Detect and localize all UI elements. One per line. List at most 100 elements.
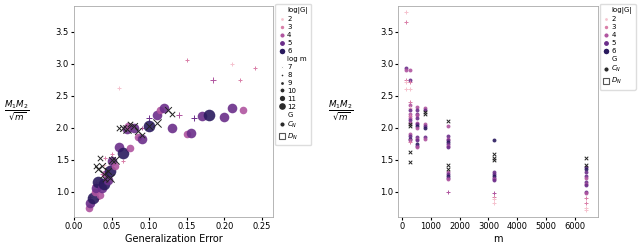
Point [166, 126, 177, 130]
Point [102, 169, 113, 173]
Point [401, 10, 411, 14]
Point [443, 176, 453, 180]
Point [412, 121, 422, 124]
Point [581, 182, 591, 186]
Point [443, 142, 453, 146]
Point [208, 78, 218, 82]
Point [404, 134, 415, 138]
Point [84, 202, 94, 206]
Point [118, 159, 128, 163]
Point [110, 158, 120, 162]
Point [90, 190, 100, 194]
Point [443, 174, 453, 178]
Point [404, 136, 415, 140]
Point [401, 78, 411, 82]
Point [196, 114, 207, 118]
Point [443, 124, 453, 128]
Point [85, 201, 95, 205]
Point [443, 136, 453, 140]
Point [97, 164, 108, 168]
Point [163, 108, 173, 112]
Point [443, 145, 453, 149]
Point [156, 110, 166, 114]
Point [489, 201, 499, 205]
Point [404, 159, 415, 163]
Point [404, 150, 415, 154]
Point [227, 62, 237, 66]
Point [95, 177, 106, 181]
Point [88, 196, 98, 200]
Point [166, 112, 177, 116]
Point [581, 165, 591, 169]
Point [489, 153, 499, 156]
Point [95, 193, 106, 197]
Point [581, 163, 591, 167]
Point [404, 123, 415, 126]
Point [581, 208, 591, 212]
Point [412, 142, 422, 146]
X-axis label: m: m [493, 234, 502, 244]
Point [152, 113, 162, 117]
Point [144, 124, 154, 128]
Point [489, 172, 499, 176]
Point [401, 68, 411, 72]
Point [581, 174, 591, 178]
Point [420, 110, 431, 114]
Point [118, 151, 128, 155]
Point [106, 158, 116, 162]
Point [186, 131, 196, 135]
Point [99, 182, 109, 186]
Point [144, 124, 154, 128]
Y-axis label: $\frac{M_1 M_2}{\sqrt{m}}$: $\frac{M_1 M_2}{\sqrt{m}}$ [328, 99, 354, 124]
Point [412, 123, 422, 126]
Point [100, 156, 111, 160]
Point [489, 158, 499, 162]
Point [420, 108, 431, 112]
Point [581, 170, 591, 174]
Point [401, 66, 411, 70]
Point [118, 126, 128, 130]
Point [105, 158, 115, 162]
Point [92, 186, 102, 190]
Point [144, 116, 154, 120]
Point [404, 114, 415, 118]
Point [412, 108, 422, 112]
Point [125, 123, 136, 126]
Point [132, 135, 143, 139]
Point [84, 206, 94, 210]
Point [129, 124, 140, 128]
Point [404, 68, 415, 72]
Point [93, 167, 103, 171]
Point [489, 197, 499, 201]
Point [581, 191, 591, 195]
Point [136, 126, 147, 130]
Point [99, 172, 109, 176]
Point [85, 195, 95, 199]
Point [114, 145, 124, 149]
Point [420, 123, 431, 126]
Point [420, 124, 431, 128]
Point [581, 156, 591, 160]
Point [404, 138, 415, 142]
Point [404, 112, 415, 116]
Point [489, 174, 499, 178]
Point [489, 170, 499, 174]
Point [443, 144, 453, 148]
Point [404, 100, 415, 104]
Point [227, 106, 237, 110]
Point [97, 186, 108, 190]
Point [152, 121, 162, 124]
Point [250, 66, 260, 70]
Point [420, 135, 431, 139]
Point [581, 176, 591, 180]
Point [105, 169, 115, 173]
Point [174, 113, 184, 117]
Point [443, 167, 453, 171]
Point [129, 126, 140, 130]
Point [443, 170, 453, 174]
Point [404, 121, 415, 125]
Point [110, 164, 120, 168]
Point [132, 135, 143, 139]
Point [443, 119, 453, 123]
Point [125, 146, 136, 150]
